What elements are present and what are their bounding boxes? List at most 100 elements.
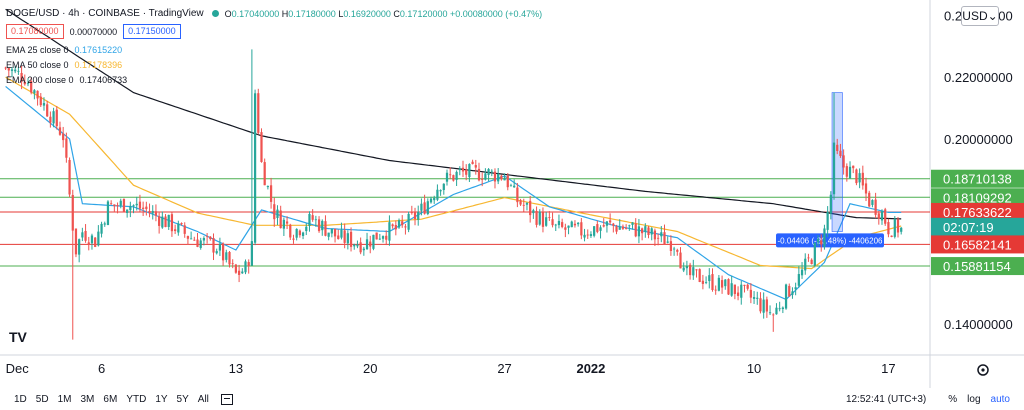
candle-body — [525, 202, 529, 205]
time-tick-label: 27 — [497, 361, 511, 376]
ema50-legend[interactable]: EMA 50 close 0 0.17178396 — [6, 57, 542, 72]
range-all[interactable]: All — [197, 393, 209, 405]
time-tick-label: 13 — [229, 361, 243, 376]
candle-body — [305, 226, 308, 232]
candle-body — [269, 185, 273, 202]
candle-body — [717, 277, 721, 291]
candle-body — [97, 231, 100, 246]
time-tick-label: 17 — [881, 361, 895, 376]
change-value: +0.00080000 (+0.47%) — [450, 8, 543, 19]
candle-body — [593, 226, 596, 236]
buy-button[interactable]: 0.17150000 — [123, 24, 181, 39]
range-1y[interactable]: 1Y — [155, 393, 168, 405]
sell-button[interactable]: 0.17080000 — [6, 24, 64, 39]
range-6m[interactable]: 6M — [103, 393, 118, 405]
candle-body — [474, 165, 477, 168]
candle-body — [52, 111, 55, 124]
range-3m[interactable]: 3M — [80, 393, 95, 405]
candle-body — [282, 219, 285, 229]
candle-body — [794, 287, 797, 290]
candle-body — [199, 240, 202, 248]
range-ytd[interactable]: YTD — [126, 393, 147, 405]
symbol-title[interactable]: DOGE/USD · 4h · COINBASE · TradingView — [6, 7, 204, 19]
auto-scale-toggle[interactable]: auto — [990, 393, 1010, 405]
candle-body — [727, 279, 730, 295]
candle-body — [330, 228, 333, 234]
candle-body — [78, 239, 81, 255]
price-badge-text: 0.17633622 — [943, 205, 1012, 220]
calendar-icon[interactable] — [220, 393, 233, 405]
candle-body — [663, 232, 666, 245]
candle-body — [864, 183, 868, 194]
range-1d[interactable]: 1D — [14, 393, 27, 405]
candle-body — [848, 166, 852, 179]
ema50-series — [5, 76, 902, 270]
candle-body — [628, 225, 631, 227]
candle-body — [762, 299, 765, 313]
candle-body — [356, 244, 359, 247]
candle-body — [420, 203, 423, 211]
percent-toggle[interactable]: % — [948, 393, 958, 405]
candle-body — [704, 282, 708, 283]
range-5y[interactable]: 5Y — [176, 393, 189, 405]
candle-body — [538, 211, 541, 225]
candle-body — [161, 216, 164, 228]
candle-body — [868, 192, 871, 207]
candle-body — [394, 224, 397, 230]
candle-body — [14, 69, 17, 72]
candle-body — [436, 189, 439, 200]
candle-body — [359, 242, 362, 253]
ema200-series — [5, 8, 902, 220]
candle-body — [209, 236, 212, 240]
time-axis[interactable]: Dec 6 13 20 27 2022 10 17 — [6, 361, 896, 376]
candle-body — [439, 190, 442, 192]
candle-body — [765, 299, 768, 312]
log-toggle[interactable]: log — [967, 393, 981, 405]
price-chart[interactable]: -0.04406 (-20.48%) -4406206 0.14000000 0.… — [0, 0, 1024, 388]
candle-body — [397, 220, 401, 228]
open-value: 0.17040000 — [231, 8, 280, 19]
clock-time[interactable]: 12:52:41 (UTC+3) — [845, 393, 927, 405]
range-1m[interactable]: 1M — [57, 393, 72, 405]
candle-body — [151, 210, 154, 214]
candle-body — [90, 235, 94, 244]
candle-body — [221, 243, 225, 261]
candle-body — [618, 226, 621, 230]
currency-selector[interactable]: USD⌄ — [961, 6, 999, 26]
candle-body — [826, 211, 829, 230]
candle-body — [84, 230, 87, 241]
candle-body — [605, 221, 609, 226]
time-tick-label: 2022 — [576, 361, 605, 376]
candle-body — [557, 220, 561, 226]
price-range-measure[interactable]: -0.04406 (-20.48%) -4406206 — [776, 92, 884, 248]
candle-body — [225, 252, 228, 260]
candle-body — [519, 200, 522, 205]
candle-body — [205, 235, 209, 237]
candle-body — [778, 308, 781, 310]
candle-body — [314, 219, 317, 221]
ema200-legend[interactable]: EMA 200 close 0 0.17406733 — [6, 72, 542, 87]
candle-body — [87, 242, 90, 245]
candle-body — [820, 240, 823, 245]
candle-body — [250, 241, 254, 266]
candle-body — [695, 269, 698, 271]
candle-body — [548, 217, 551, 218]
candle-body — [701, 280, 705, 284]
candle-body — [816, 238, 820, 243]
candle-body — [167, 214, 170, 227]
candle-body — [20, 72, 23, 82]
candle-body — [135, 203, 138, 206]
candle-body — [781, 307, 784, 310]
measure-box[interactable] — [831, 92, 843, 232]
candle-body — [656, 237, 660, 239]
candle-body — [36, 90, 39, 99]
high-prefix: H — [281, 8, 289, 19]
settings-gear-icon[interactable] — [977, 364, 989, 376]
ema25-legend[interactable]: EMA 25 close 0 0.17615220 — [6, 42, 542, 57]
range-5d[interactable]: 5D — [35, 393, 49, 405]
candle-body — [58, 127, 62, 135]
candle-body — [644, 226, 647, 232]
candle-body — [487, 169, 490, 175]
measure-label-bg[interactable] — [776, 233, 884, 248]
